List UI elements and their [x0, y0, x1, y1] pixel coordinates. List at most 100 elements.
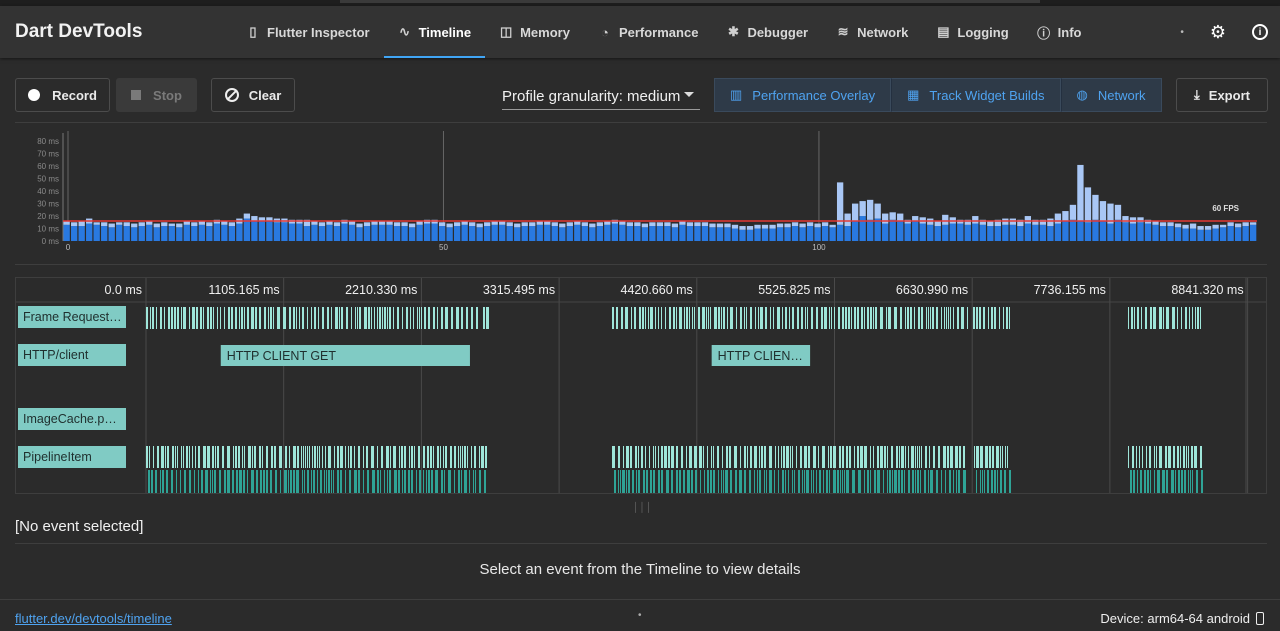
clear-button[interactable]: Clear — [211, 78, 295, 112]
timeline-docs-link[interactable]: flutter.dev/devtools/timeline — [15, 611, 172, 626]
pipeline-event — [183, 446, 184, 468]
ui-bar — [131, 227, 138, 241]
pipeline-event — [717, 446, 719, 468]
frame-chart[interactable]: 0 ms 10 ms 20 ms 30 ms 40 ms 50 ms 60 ms 70 ms 8… — [15, 125, 1267, 255]
raster-bar — [116, 222, 123, 225]
performance-overlay-toggle[interactable]: ▥ Performance Overlay — [714, 78, 892, 112]
raster-bar — [641, 223, 649, 228]
pipeline-sub-event — [1175, 470, 1176, 494]
overlay-toggle-group: ▥ Performance Overlay ▦ Track Widget Bui… — [714, 78, 1162, 112]
ui-bar — [198, 224, 205, 241]
pipeline-sub-event — [904, 470, 905, 494]
pipeline-event — [744, 446, 746, 468]
ui-bar — [964, 224, 971, 241]
pipeline-sub-event — [754, 470, 755, 494]
ui-bar — [93, 224, 100, 241]
frame-request-event — [168, 307, 170, 329]
frame-request-event — [829, 307, 830, 329]
pipeline-event — [259, 446, 261, 468]
tab-performance[interactable]: ◔ Performance — [584, 6, 712, 58]
pipeline-sub-event — [416, 470, 417, 494]
pipeline-sub-event — [189, 470, 191, 494]
record-button[interactable]: Record — [15, 78, 110, 112]
tab-logging[interactable]: ▤ Logging — [922, 6, 1022, 58]
raster-bar — [746, 226, 754, 230]
frame-request-event — [359, 307, 361, 329]
track-widget-builds-toggle[interactable]: ▦ Track Widget Builds — [891, 78, 1061, 112]
raster-bar — [408, 223, 416, 228]
top-scrollbar[interactable] — [340, 0, 1040, 3]
timeline-flame-chart[interactable]: 0.0 ms 1105.165 ms 2210.330 ms 3315.495 ms 4… — [15, 277, 1267, 494]
ui-bar — [221, 224, 228, 241]
pipeline-event — [354, 446, 355, 468]
ui-bar — [536, 224, 543, 241]
pipeline-sub-event — [317, 470, 318, 494]
network-toggle[interactable]: ◍ Network — [1060, 78, 1162, 112]
frame-request-event — [888, 307, 891, 329]
pipeline-sub-event — [908, 470, 910, 494]
pipeline-event — [1142, 446, 1143, 468]
frame-request-event — [374, 307, 375, 329]
resize-handle-icon[interactable]: │││ — [633, 502, 653, 512]
pipeline-sub-event — [232, 470, 234, 494]
pipeline-event — [808, 446, 810, 468]
ui-bar — [506, 226, 513, 241]
raster-bar — [266, 217, 273, 222]
frame-request-event — [991, 307, 993, 329]
pipeline-event — [618, 446, 620, 468]
tab-timeline[interactable]: ∿ Timeline — [383, 6, 486, 58]
pipeline-sub-event — [1137, 470, 1138, 494]
tab-label: Logging — [957, 24, 1009, 40]
x-tick-label: 50 — [439, 243, 448, 252]
pipeline-event — [864, 446, 867, 468]
y-tick-label: 0 ms — [42, 237, 59, 246]
frame-request-event — [702, 307, 705, 329]
frame-request-event — [698, 307, 700, 329]
tab-memory[interactable]: ◫ Memory — [485, 6, 584, 58]
ui-bar — [551, 226, 558, 241]
pipeline-event — [437, 446, 439, 468]
frame-request-event — [364, 307, 367, 329]
frame-request-event — [270, 307, 272, 329]
pipeline-sub-event — [394, 470, 397, 494]
stop-button[interactable]: Stop — [116, 78, 197, 112]
frame-request-event — [979, 307, 981, 329]
pipeline-sub-event — [844, 470, 845, 494]
pipeline-event — [664, 446, 667, 468]
tab-info[interactable]: ⓘ Info — [1023, 6, 1096, 58]
raster-bar — [469, 222, 476, 227]
frame-request-event — [224, 307, 225, 329]
export-button[interactable]: ⤓ Export — [1176, 78, 1268, 112]
track-widget-builds-label: Track Widget Builds — [929, 87, 1045, 103]
raster-bar — [701, 222, 709, 227]
pipeline-sub-event — [826, 470, 828, 494]
raster-bar — [461, 221, 468, 225]
raster-bar — [626, 222, 634, 227]
profile-granularity-select[interactable]: Profile granularity: medium — [502, 84, 700, 110]
frame-request-event — [957, 307, 959, 329]
frame-request-event — [1137, 307, 1139, 329]
pipeline-event — [989, 446, 991, 468]
tab-flutter-inspector[interactable]: ▯ Flutter Inspector — [232, 6, 384, 58]
pipeline-sub-event — [811, 470, 812, 494]
ui-bar — [1249, 224, 1257, 241]
frame-request-event — [327, 307, 329, 329]
frame-request-event — [351, 307, 352, 329]
ui-bar — [78, 226, 85, 241]
tab-debugger[interactable]: ✱ Debugger — [712, 6, 822, 58]
ui-bar — [161, 226, 168, 241]
ui-bar — [356, 227, 363, 241]
pipeline-event — [481, 446, 484, 468]
pipeline-sub-event — [638, 470, 640, 494]
pipeline-sub-event — [363, 470, 364, 494]
raster-bar — [131, 223, 138, 228]
raster-bar — [987, 221, 994, 227]
info-icon[interactable]: i — [1252, 24, 1268, 40]
tab-network[interactable]: ≋ Network — [822, 6, 922, 58]
pipeline-event — [238, 446, 240, 468]
gear-icon[interactable]: ⚙ — [1209, 21, 1226, 42]
frame-request-event — [1197, 307, 1199, 329]
ui-bar — [401, 226, 408, 241]
frame-request-event — [1177, 307, 1178, 329]
ui-bar — [108, 227, 115, 241]
